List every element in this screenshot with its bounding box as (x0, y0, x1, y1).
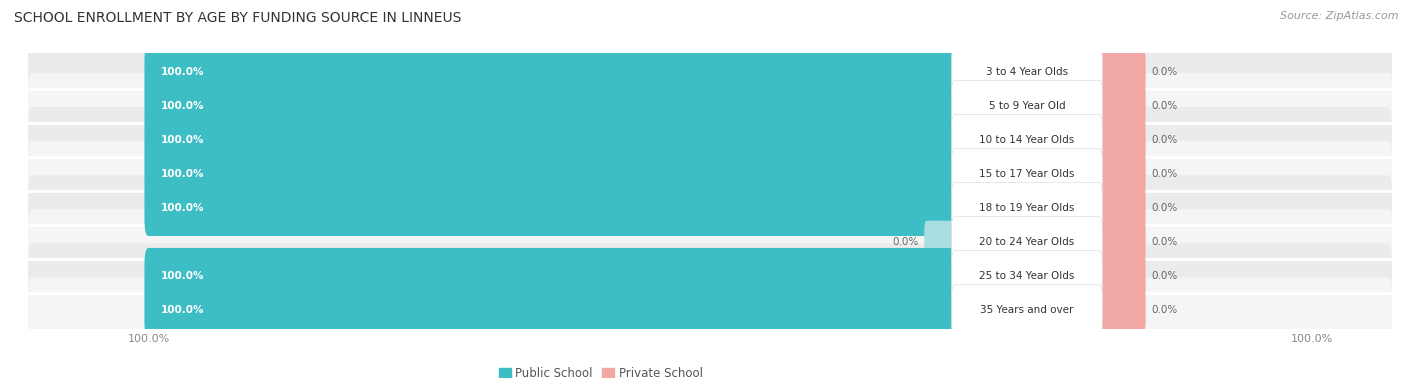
Text: 100.0%: 100.0% (160, 67, 204, 77)
FancyBboxPatch shape (952, 183, 1102, 233)
Text: 100.0%: 100.0% (160, 101, 204, 111)
FancyBboxPatch shape (28, 107, 1392, 172)
Text: 0.0%: 0.0% (1152, 67, 1177, 77)
Text: 3 to 4 Year Olds: 3 to 4 Year Olds (986, 67, 1069, 77)
Text: 0.0%: 0.0% (1152, 101, 1177, 111)
FancyBboxPatch shape (1101, 289, 1146, 332)
FancyBboxPatch shape (145, 282, 955, 338)
Text: Source: ZipAtlas.com: Source: ZipAtlas.com (1281, 11, 1399, 21)
FancyBboxPatch shape (1101, 187, 1146, 229)
FancyBboxPatch shape (1101, 255, 1146, 297)
Text: 100.0%: 100.0% (160, 135, 204, 145)
FancyBboxPatch shape (952, 81, 1102, 131)
Text: 35 Years and over: 35 Years and over (980, 305, 1074, 315)
FancyBboxPatch shape (145, 180, 955, 236)
FancyBboxPatch shape (28, 39, 1392, 104)
Text: 100.0%: 100.0% (160, 305, 204, 315)
FancyBboxPatch shape (952, 217, 1102, 267)
FancyBboxPatch shape (28, 141, 1392, 206)
FancyBboxPatch shape (145, 146, 955, 202)
Text: 100.0%: 100.0% (160, 203, 204, 213)
FancyBboxPatch shape (952, 115, 1102, 165)
FancyBboxPatch shape (28, 209, 1392, 275)
Text: 100.0%: 100.0% (160, 271, 204, 281)
FancyBboxPatch shape (145, 77, 955, 134)
Text: 0.0%: 0.0% (1152, 237, 1177, 247)
Text: 0.0%: 0.0% (1152, 271, 1177, 281)
FancyBboxPatch shape (1101, 50, 1146, 93)
FancyBboxPatch shape (952, 149, 1102, 199)
FancyBboxPatch shape (1101, 221, 1146, 263)
FancyBboxPatch shape (924, 221, 953, 263)
FancyBboxPatch shape (145, 248, 955, 304)
FancyBboxPatch shape (145, 112, 955, 168)
FancyBboxPatch shape (28, 73, 1392, 138)
FancyBboxPatch shape (952, 285, 1102, 336)
FancyBboxPatch shape (1101, 84, 1146, 127)
Text: 0.0%: 0.0% (1152, 305, 1177, 315)
FancyBboxPatch shape (28, 277, 1392, 343)
Text: 25 to 34 Year Olds: 25 to 34 Year Olds (979, 271, 1074, 281)
Text: 0.0%: 0.0% (1152, 169, 1177, 179)
Text: 100.0%: 100.0% (160, 169, 204, 179)
FancyBboxPatch shape (952, 46, 1102, 97)
Legend: Public School, Private School: Public School, Private School (495, 364, 706, 378)
FancyBboxPatch shape (145, 43, 955, 100)
FancyBboxPatch shape (1101, 153, 1146, 195)
FancyBboxPatch shape (28, 175, 1392, 241)
Text: 20 to 24 Year Olds: 20 to 24 Year Olds (980, 237, 1074, 247)
FancyBboxPatch shape (28, 243, 1392, 309)
Text: 0.0%: 0.0% (1152, 135, 1177, 145)
Text: SCHOOL ENROLLMENT BY AGE BY FUNDING SOURCE IN LINNEUS: SCHOOL ENROLLMENT BY AGE BY FUNDING SOUR… (14, 11, 461, 25)
Text: 15 to 17 Year Olds: 15 to 17 Year Olds (979, 169, 1074, 179)
Text: 10 to 14 Year Olds: 10 to 14 Year Olds (980, 135, 1074, 145)
Text: 0.0%: 0.0% (1152, 203, 1177, 213)
Text: 5 to 9 Year Old: 5 to 9 Year Old (988, 101, 1066, 111)
Text: 0.0%: 0.0% (893, 237, 918, 247)
FancyBboxPatch shape (952, 251, 1102, 301)
FancyBboxPatch shape (1101, 118, 1146, 161)
Text: 18 to 19 Year Olds: 18 to 19 Year Olds (979, 203, 1074, 213)
